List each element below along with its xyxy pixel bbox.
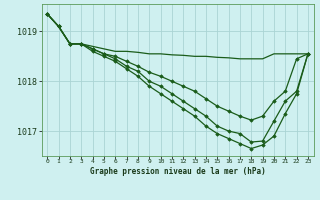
X-axis label: Graphe pression niveau de la mer (hPa): Graphe pression niveau de la mer (hPa) [90, 167, 266, 176]
